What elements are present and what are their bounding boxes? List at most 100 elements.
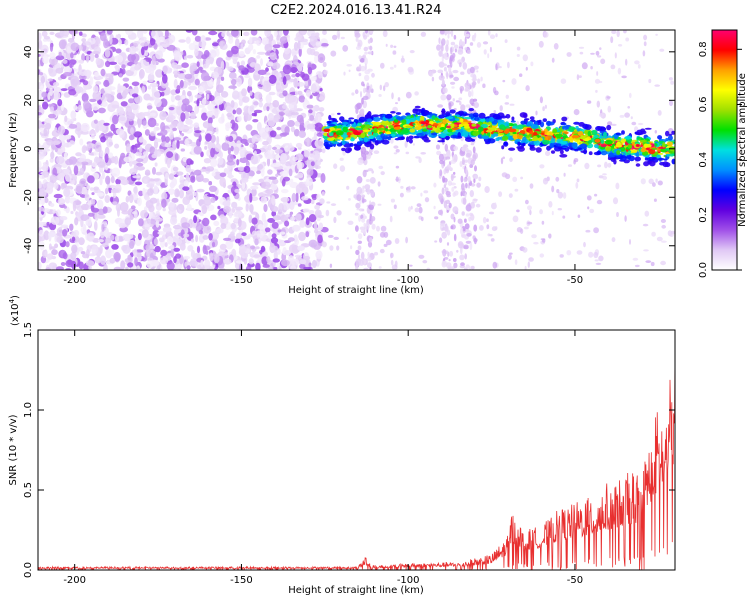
noise-cell — [279, 231, 286, 235]
noise-cell — [60, 103, 64, 112]
noise-cell — [426, 267, 431, 270]
noise-cell — [410, 205, 413, 210]
streak-cell — [448, 102, 452, 111]
streak-cell — [457, 59, 463, 65]
noise-cell — [240, 60, 246, 66]
noise-cell — [101, 223, 105, 232]
noise-cell — [55, 67, 64, 74]
noise-cell — [272, 226, 282, 236]
noise-cell — [232, 109, 237, 115]
noise-cell — [492, 261, 498, 269]
noise-cell — [120, 101, 128, 107]
noise-cell — [363, 267, 369, 270]
noise-cell — [307, 66, 313, 75]
ridge-cell — [643, 161, 650, 167]
noise-cell — [226, 30, 230, 37]
noise-cell — [268, 91, 276, 96]
noise-cell — [443, 257, 449, 260]
noise-cell — [370, 88, 374, 93]
noise-cell — [38, 53, 41, 57]
ridge-cell — [640, 138, 645, 140]
noise-cell — [405, 236, 408, 244]
noise-cell — [545, 150, 551, 157]
ridge-cell — [503, 141, 508, 146]
noise-cell — [112, 114, 119, 125]
noise-cell — [161, 43, 170, 48]
ridge-cell — [323, 141, 329, 147]
noise-cell — [204, 259, 211, 269]
streak-cell — [446, 72, 449, 80]
noise-cell — [71, 244, 78, 254]
noise-cell — [154, 162, 158, 167]
noise-cell — [431, 76, 435, 82]
streak-cell — [360, 91, 362, 98]
noise-cell — [287, 35, 291, 43]
noise-cell — [164, 38, 174, 45]
ridge-cell — [672, 139, 675, 142]
ridge-cell — [487, 138, 496, 144]
noise-cell — [101, 170, 105, 180]
noise-cell — [295, 72, 301, 78]
ridge-cell — [565, 137, 573, 141]
noise-cell — [264, 43, 273, 52]
noise-cell — [310, 76, 317, 82]
noise-cell — [308, 239, 318, 248]
noise-cell — [230, 100, 235, 108]
streak-cell — [441, 260, 447, 268]
noise-cell — [88, 265, 92, 270]
noise-cell — [275, 173, 279, 178]
noise-cell — [459, 161, 463, 167]
noise-cell — [499, 105, 503, 112]
ridge-cell — [654, 141, 659, 144]
ridge-cell — [345, 141, 349, 144]
noise-cell — [164, 242, 168, 248]
noise-cell — [52, 91, 61, 101]
noise-cell — [557, 191, 564, 199]
noise-cell — [267, 218, 276, 223]
ridge-cell — [560, 122, 567, 126]
noise-cell — [219, 176, 226, 187]
ridge-cell — [349, 142, 354, 147]
noise-cell — [669, 232, 674, 237]
streak-cell — [472, 146, 476, 154]
noise-cell — [175, 253, 182, 259]
noise-cell — [272, 146, 277, 150]
noise-cell — [225, 136, 231, 141]
noise-cell — [291, 74, 296, 78]
noise-cell — [528, 257, 534, 262]
noise-cell — [215, 228, 224, 234]
noise-cell — [453, 44, 459, 49]
noise-cell — [186, 54, 194, 59]
noise-cell — [271, 195, 276, 206]
noise-cell — [122, 244, 131, 254]
ridge-cell — [332, 141, 340, 144]
streak-cell — [452, 154, 458, 162]
noise-cell — [269, 130, 277, 138]
noise-cell — [273, 250, 278, 260]
ridge-cell — [481, 135, 490, 140]
streak-cell — [356, 102, 362, 110]
noise-cell — [147, 117, 157, 128]
ridge-cell — [510, 120, 516, 123]
ridge-cell — [600, 139, 605, 145]
noise-cell — [105, 175, 111, 185]
noise-cell — [41, 30, 48, 37]
noise-cell — [97, 161, 106, 168]
streak-cell — [370, 84, 373, 90]
streak-cell — [465, 213, 470, 217]
noise-cell — [54, 127, 58, 131]
noise-cell — [299, 259, 307, 265]
noise-cell — [525, 85, 530, 92]
noise-cell — [219, 172, 227, 178]
streak-cell — [462, 157, 465, 164]
noise-cell — [272, 44, 281, 49]
noise-cell — [257, 51, 266, 55]
noise-cell — [251, 217, 258, 225]
noise-cell — [124, 30, 133, 36]
noise-cell — [354, 89, 359, 95]
noise-cell — [262, 264, 270, 268]
noise-cell — [171, 177, 178, 187]
noise-cell — [190, 111, 197, 120]
noise-cell — [237, 115, 242, 122]
noise-cell — [190, 238, 195, 243]
